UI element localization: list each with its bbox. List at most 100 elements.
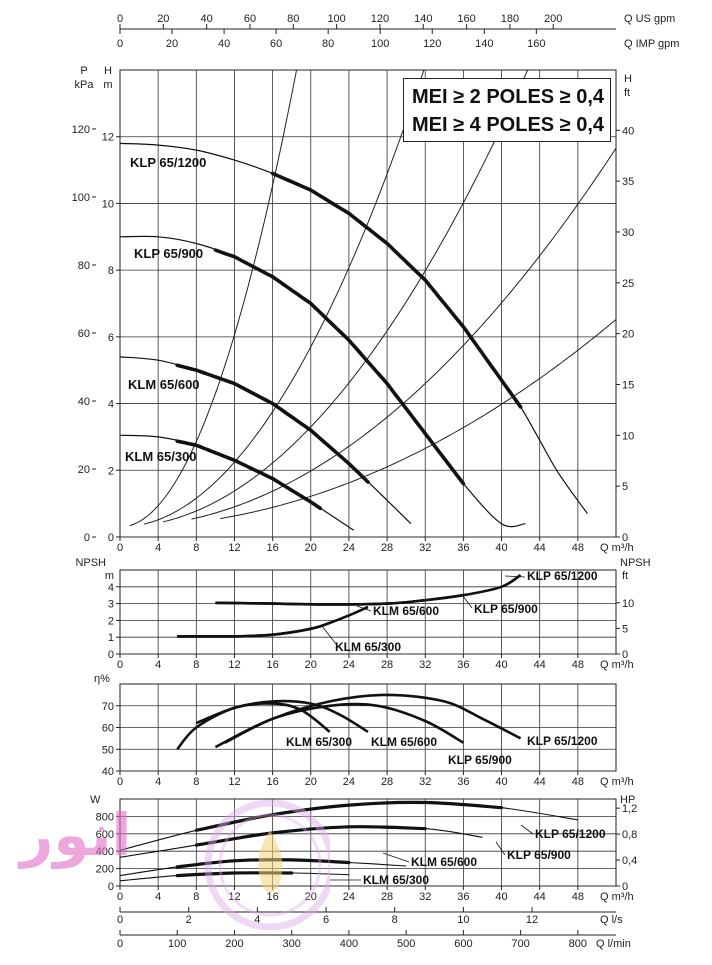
head-h-tick-label: 2 [108, 465, 114, 477]
pow-hp-tick-label: 0,8 [622, 829, 637, 841]
head-ft-tick-label: 0 [622, 532, 628, 544]
eff-x-tick-label: 40 [495, 776, 507, 788]
eff-curve [224, 693, 522, 744]
head-p-tick-label: 100 [72, 192, 90, 204]
pow-axis-label: W [90, 794, 101, 806]
head-curve-label: KLP 65/900 [134, 246, 203, 261]
head-p-tick-label: 20 [78, 464, 90, 476]
npsh-curve-label: KLP 65/900 [474, 602, 538, 616]
us-gpm-tick-label: 60 [244, 13, 256, 25]
head-p-tick-label: 40 [78, 396, 90, 408]
ls-tick-label: 4 [254, 914, 260, 926]
lmin-tick-label: 800 [569, 938, 587, 950]
ls-tick-label: 0 [117, 914, 123, 926]
head-x-tick-label: 32 [419, 542, 431, 554]
bottom-flow-axes: 0 2 4 6 8 10 12 Q l/s 0 100 200 300 400 500 600 700 800 Q… [117, 907, 631, 950]
imp-gpm-tick-label: 140 [475, 38, 493, 50]
imp-gpm-tick-label: 120 [423, 38, 441, 50]
head-h-tick-label: 0 [108, 532, 114, 544]
imp-gpm-tick-label: 0 [117, 38, 123, 50]
npsh-leader-line [356, 605, 372, 612]
npsh-x-tick-label: 48 [572, 659, 584, 671]
head-p-tick-label: 0 [84, 532, 90, 544]
us-gpm-tick-label: 200 [544, 13, 562, 25]
us-gpm-tick-label: 140 [414, 13, 432, 25]
mei-line-2: MEI ≥ 4 POLES ≥ 0,4 [412, 114, 605, 136]
system-curve [220, 319, 616, 519]
lmin-tick-label: 500 [397, 938, 415, 950]
head-h-tick-label: 4 [108, 399, 114, 411]
head-x-tick-label: 36 [457, 542, 469, 554]
head-p-axis-unit: kPa [75, 79, 95, 91]
pow-hp-axis-label: HP [620, 794, 635, 806]
eff-curve-label: KLM 65/600 [371, 735, 437, 749]
head-x-tick-label: 4 [155, 542, 161, 554]
pow-curve-bold [194, 800, 504, 832]
imp-gpm-tick-label: 40 [218, 38, 230, 50]
head-ft-axis-unit: ft [624, 87, 630, 99]
pow-y-tick-label: 0 [108, 881, 114, 893]
us-gpm-tick-label: 180 [501, 13, 519, 25]
eff-x-tick-label: 32 [419, 776, 431, 788]
imp-gpm-tick-label: 160 [527, 38, 545, 50]
npsh-ft-tick-label: 10 [622, 598, 634, 610]
npsh-curve-panel: 0 4 8 12 16 20 24 28 32 36 40 44 48 Q m³/h012340510NP… [75, 557, 650, 671]
npsh-x-tick-label: 16 [266, 659, 278, 671]
mei-line-1: MEI ≥ 2 POLES ≥ 0,4 [412, 86, 605, 108]
pow-curve-label: KLP 65/900 [507, 848, 571, 862]
pow-hp-tick-label: 1,2 [622, 803, 637, 815]
pow-x-tick-label: 32 [419, 891, 431, 903]
lmin-tick-label: 700 [511, 938, 529, 950]
head-x-tick-label: 24 [343, 542, 355, 554]
pow-y-tick-label: 400 [96, 846, 114, 858]
pow-curve-label: KLP 65/1200 [535, 827, 606, 841]
eff-x-tick-label: 12 [228, 776, 240, 788]
npsh-x-tick-label: 20 [305, 659, 317, 671]
npsh-curve [177, 621, 331, 638]
npsh-ft-unit: ft [622, 570, 628, 582]
head-x-tick-label: 20 [305, 542, 317, 554]
pow-leader-line [520, 824, 534, 835]
imp-gpm-tick-label: 100 [371, 38, 389, 50]
power-curve-panel: 0 4 8 12 16 20 24 28 32 36 40 44 48 Q m³/h02004006008… [90, 794, 637, 903]
head-curve-bold [175, 363, 370, 484]
npsh-m-tick-label: 0 [108, 649, 114, 661]
npsh-x-axis-label: Q m³/h [600, 659, 634, 671]
pow-leader-line [382, 852, 410, 863]
eff-y-tick-label: 60 [102, 723, 114, 735]
lmin-tick-label: 0 [117, 938, 123, 950]
pow-curve-label: KLM 65/600 [411, 855, 477, 869]
top-flow-axes: 0 20 40 60 80 100 120 140 160 180 200 Q US gpm 0 20 40… [117, 13, 680, 50]
head-curve-bold [175, 439, 323, 511]
pow-x-tick-label: 40 [495, 891, 507, 903]
imp-gpm-tick-label: 60 [270, 38, 282, 50]
us-gpm-tick-label: 160 [457, 13, 475, 25]
eff-x-tick-label: 8 [193, 776, 199, 788]
lmin-tick-label: 600 [454, 938, 472, 950]
eff-y-tick-label: 50 [102, 744, 114, 756]
lmin-tick-label: 300 [283, 938, 301, 950]
us-gpm-tick-label: 100 [327, 13, 345, 25]
watermark-text: انور [17, 801, 131, 870]
head-x-tick-label: 48 [572, 542, 584, 554]
efficiency-curve-panel: 0 4 8 12 16 20 24 28 32 36 40 44 48 Q m³/h40506070η%K… [94, 673, 634, 788]
us-gpm-axis-label: Q US gpm [624, 13, 675, 25]
npsh-x-tick-label: 0 [117, 659, 123, 671]
head-h-axis-label: H [104, 65, 112, 77]
ls-tick-label: 10 [457, 914, 469, 926]
pow-x-tick-label: 44 [534, 891, 546, 903]
eff-y-tick-label: 70 [102, 701, 114, 713]
head-x-tick-label: 12 [228, 542, 240, 554]
eff-axis-label: η% [94, 673, 110, 685]
npsh-x-tick-label: 12 [228, 659, 240, 671]
head-p-tick-label: 80 [78, 260, 90, 272]
npsh-leader-line [462, 595, 473, 609]
npsh-x-tick-label: 40 [495, 659, 507, 671]
eff-x-tick-label: 0 [117, 776, 123, 788]
eff-x-tick-label: 4 [155, 776, 161, 788]
ls-axis-label: Q l/s [600, 914, 623, 926]
head-h-tick-label: 12 [102, 132, 114, 144]
npsh-curve-label: KLP 65/1200 [527, 569, 598, 583]
head-h-tick-label: 10 [102, 198, 114, 210]
